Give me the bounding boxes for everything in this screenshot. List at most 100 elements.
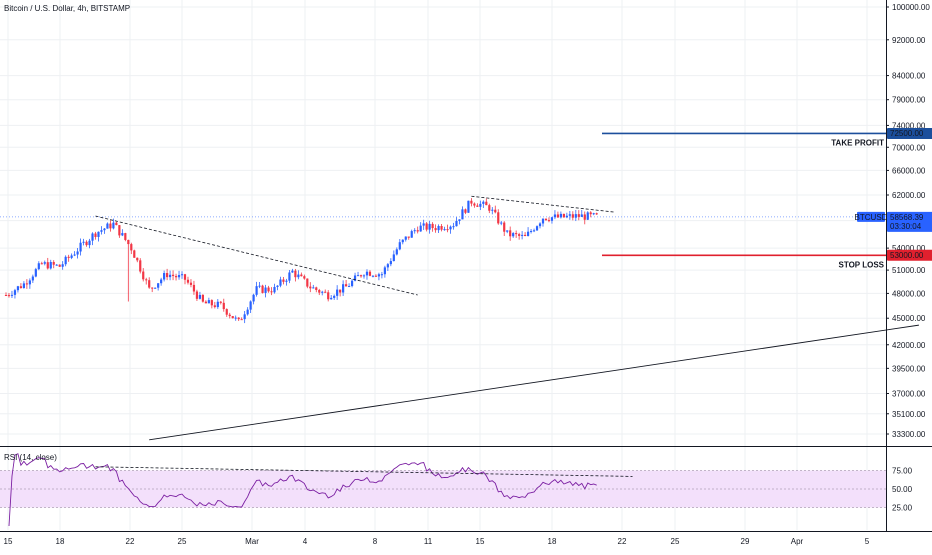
- candle-body: [353, 275, 357, 281]
- candle-body: [485, 201, 488, 206]
- candle-body: [64, 256, 67, 265]
- candle-body: [464, 209, 467, 213]
- candle-body: [365, 271, 369, 276]
- candle-body: [91, 233, 94, 241]
- candle-body: [440, 226, 443, 230]
- candle-body: [4, 295, 8, 297]
- candle-body: [336, 289, 339, 296]
- price-tick-label: 62000.00: [892, 191, 926, 200]
- candle-body: [16, 286, 20, 291]
- rsi-line: [8, 453, 597, 527]
- candle-body: [124, 233, 127, 240]
- candle-body: [547, 220, 551, 222]
- candle-body: [237, 317, 240, 320]
- candle-body: [174, 276, 178, 278]
- candle-body: [458, 219, 461, 221]
- candle-body: [297, 274, 300, 278]
- rsi-title: RSI (14, close): [4, 453, 57, 462]
- candle-body: [383, 267, 386, 275]
- candle-body: [148, 280, 151, 288]
- price-tick-label: 42000.00: [892, 341, 926, 350]
- candle-body: [586, 212, 589, 220]
- candle-body: [112, 222, 115, 229]
- price-tick-label: 39500.00: [892, 364, 926, 373]
- candle-body: [10, 294, 14, 296]
- candle-body: [240, 319, 243, 321]
- candle-body: [285, 280, 288, 282]
- candle-body: [589, 212, 592, 215]
- candle-body: [288, 272, 291, 281]
- candle-body: [166, 273, 169, 278]
- candle-body: [562, 213, 565, 218]
- stop-loss-badge-bg: [887, 249, 932, 261]
- candle-body: [544, 218, 548, 221]
- resistance-trendline: [95, 215, 418, 296]
- candle-body: [577, 214, 580, 217]
- candle-body: [538, 223, 542, 227]
- candle-body: [189, 282, 193, 285]
- last-price-badge-bg: [887, 211, 932, 232]
- candle-body: [333, 295, 336, 298]
- candle-body: [100, 230, 103, 232]
- candle-body: [243, 314, 246, 320]
- candle-body: [374, 275, 378, 277]
- candle-body: [58, 264, 61, 267]
- candle-body: [183, 274, 187, 280]
- candle-body: [267, 287, 270, 292]
- candle-body: [506, 230, 509, 232]
- price-tick-label: 79000.00: [892, 96, 926, 105]
- candle-body: [419, 225, 422, 232]
- candle-body: [315, 287, 318, 291]
- price-tick-label: 74000.00: [892, 121, 926, 130]
- last-price-badge-text: 58568.39: [890, 213, 924, 222]
- candle-body: [192, 284, 196, 292]
- candle-body: [410, 231, 413, 238]
- candle-body: [553, 214, 557, 218]
- price-tick-label: 66000.00: [892, 166, 926, 175]
- candle-body: [201, 294, 204, 302]
- price-tick-label: 70000.00: [892, 143, 926, 152]
- candle-body: [470, 200, 473, 204]
- candle-body: [518, 234, 521, 236]
- candle-body: [19, 286, 23, 288]
- candle-body: [204, 301, 207, 304]
- candle-body: [568, 214, 571, 216]
- price-tick-label: 100000.00: [892, 3, 930, 12]
- stop-loss-label: STOP LOSS: [839, 260, 885, 269]
- symbol-badge-bg: [857, 211, 885, 222]
- candle-body: [163, 273, 166, 280]
- candle-body: [321, 291, 324, 293]
- candle-body: [431, 223, 434, 229]
- candle-body: [246, 309, 249, 315]
- candle-body: [55, 264, 58, 266]
- candle-body: [437, 226, 440, 231]
- candle-body: [40, 263, 43, 265]
- take-profit-label: TAKE PROFIT: [831, 138, 884, 147]
- candle-body: [207, 300, 210, 304]
- candle-body: [342, 284, 345, 293]
- symbol-badge-text: BTCUSD: [855, 213, 888, 222]
- candle-body: [270, 291, 273, 293]
- candle-body: [497, 212, 500, 224]
- candle-body: [186, 279, 190, 283]
- price-tick-label: 92000.00: [892, 36, 926, 45]
- candle-body: [309, 286, 312, 289]
- candle-body: [276, 285, 279, 287]
- candle-body: [455, 220, 458, 227]
- rsi-level-label: 50.00: [892, 485, 913, 494]
- candle-body: [216, 301, 219, 308]
- candle-body: [347, 286, 351, 288]
- candle-body: [398, 242, 401, 250]
- candle-body: [67, 256, 70, 258]
- candle-body: [136, 257, 139, 261]
- candle-body: [407, 236, 410, 238]
- candle-body: [154, 287, 157, 289]
- candle-body: [121, 233, 124, 236]
- candle-body: [127, 239, 130, 245]
- candle-body: [225, 309, 228, 315]
- candle-body: [535, 226, 539, 231]
- candle-body: [532, 230, 536, 232]
- candle-body: [327, 292, 330, 300]
